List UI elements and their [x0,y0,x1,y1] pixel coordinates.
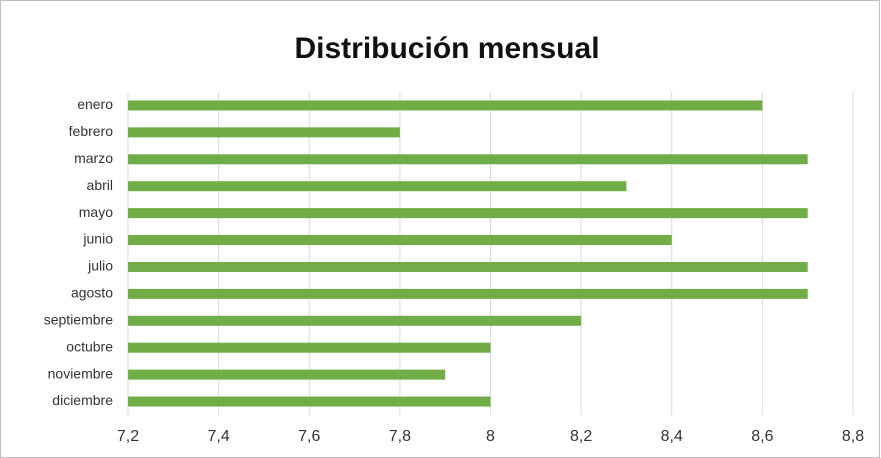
bar [128,288,808,299]
y-tick-label: diciembre [52,392,113,408]
bar [128,235,672,246]
x-tick-label: 7,8 [389,428,411,445]
x-tick-label: 8 [486,428,495,445]
y-tick-label: febrero [69,123,114,139]
y-tick-label: marzo [74,150,113,166]
bar [128,396,491,407]
x-tick-label: 8,8 [842,428,864,445]
bar [128,342,491,353]
x-tick-label: 8,6 [751,428,773,445]
y-tick-label: mayo [79,204,113,220]
y-tick-label: abril [87,177,113,193]
bar [128,100,763,111]
x-tick-label: 7,4 [208,428,230,445]
x-tick-label: 7,2 [117,428,139,445]
bar [128,181,627,192]
y-tick-label: julio [87,258,113,274]
x-tick-label: 8,4 [661,428,683,445]
y-tick-label: octubre [66,338,113,354]
bar [128,261,808,272]
bar [128,208,808,219]
y-tick-label: septiembre [44,311,113,327]
bar [128,315,582,326]
y-tick-label: agosto [71,285,113,301]
y-tick-label: enero [77,96,113,112]
bar [128,154,808,165]
bar [128,369,446,380]
chart-title: Distribución mensual [294,32,599,65]
y-tick-label: junio [82,231,113,247]
x-tick-label: 7,6 [298,428,320,445]
y-tick-label: noviembre [48,365,114,381]
x-tick-label: 8,2 [570,428,592,445]
bar [128,127,400,138]
